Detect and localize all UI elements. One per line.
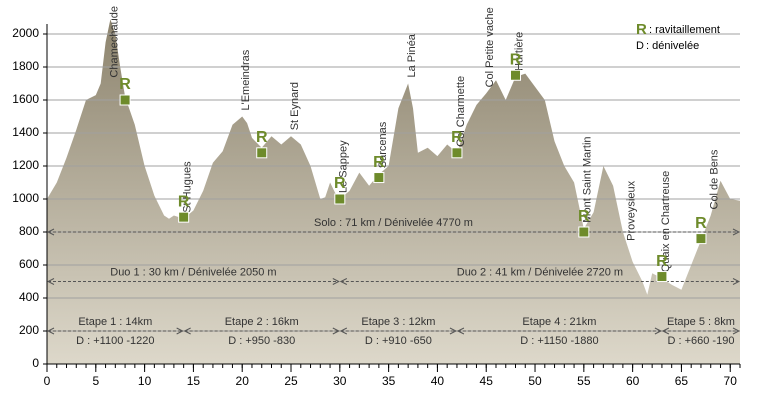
supply-label: R [334, 175, 346, 192]
y-tick-label: 0 [32, 356, 39, 370]
place-label: Proveysieux [626, 180, 638, 240]
place-label: Sarcenas [377, 121, 389, 168]
elevation-area [47, 19, 740, 364]
legend-symbol: D [636, 40, 644, 52]
y-tick-label: 1600 [12, 92, 39, 106]
x-tick-label: 55 [577, 374, 591, 388]
range-label: Etape 4 : 21km [522, 316, 596, 328]
x-tick-label: 45 [480, 374, 494, 388]
place-label: Quaix en Chartreuse [660, 171, 672, 273]
place-label: L'Emeindras [240, 49, 252, 110]
supply-label: R [178, 193, 190, 210]
range-label: Duo 2 : 41 km / Dénivelée 2720 m [457, 266, 623, 278]
supply-marker [256, 147, 268, 159]
place-label: Hurtière [513, 32, 525, 71]
y-tick-label: 600 [19, 257, 39, 271]
range-label: Etape 2 : 16km [225, 316, 299, 328]
range-label: Duo 1 : 30 km / Dénivelée 2050 m [110, 266, 276, 278]
x-tick-label: 50 [528, 374, 542, 388]
place-label: Col de Bens [709, 149, 721, 209]
x-tick-label: 15 [187, 374, 201, 388]
supply-marker [656, 271, 668, 283]
range-label: Etape 5 : 8km [667, 316, 735, 328]
y-tick-label: 1200 [12, 158, 39, 172]
legend-text: : dénivelée [646, 40, 699, 52]
x-tick-label: 40 [431, 374, 445, 388]
place-label: St Eynard [289, 82, 301, 130]
legend-symbol: R [636, 21, 647, 38]
y-tick-label: 400 [19, 290, 39, 304]
place-label: Col Charmette [455, 76, 467, 147]
y-tick-label: 800 [19, 224, 39, 238]
supply-label: R [256, 129, 268, 146]
x-tick-label: 20 [236, 374, 250, 388]
range-label: D : +1150 -1880 [520, 335, 598, 347]
x-tick-label: 25 [284, 374, 298, 388]
x-tick-label: 10 [138, 374, 152, 388]
y-tick-label: 200 [19, 323, 39, 337]
y-tick-label: 1000 [12, 191, 39, 205]
y-tick-label: 1800 [12, 59, 39, 73]
range-label: D : +1100 -1220 [76, 335, 154, 347]
legend-text: : ravitaillement [649, 24, 720, 36]
supply-marker [334, 193, 346, 205]
supply-label: R [656, 253, 668, 270]
y-tick-label: 2000 [12, 26, 39, 40]
x-tick-label: 0 [44, 374, 51, 388]
range-label: D : +660 -190 [667, 335, 734, 347]
supply-marker [578, 226, 590, 238]
range-label: Etape 1 : 14km [78, 316, 152, 328]
supply-marker [373, 172, 385, 184]
place-label: Chamechaude [108, 6, 120, 78]
place-label: La Pinéa [406, 33, 418, 77]
range-label: D : +950 -830 [228, 335, 295, 347]
place-label: St Hugues [182, 161, 194, 213]
range-label: D : +910 -650 [365, 335, 432, 347]
x-tick-label: 65 [675, 374, 689, 388]
x-tick-label: 30 [333, 374, 347, 388]
range-label: Solo : 71 km / Dénivelée 4770 m [314, 217, 473, 229]
supply-label: R [373, 154, 385, 171]
supply-label: R [578, 208, 590, 225]
place-label: Col Petite vache [484, 7, 496, 87]
place-label: Le Sappey [338, 140, 350, 193]
x-tick-label: 35 [382, 374, 396, 388]
range-label: Etape 3 : 12km [361, 316, 435, 328]
supply-marker [119, 94, 131, 106]
supply-label: R [119, 76, 131, 93]
supply-label: R [451, 129, 463, 146]
supply-marker [695, 233, 707, 245]
x-tick-label: 70 [724, 374, 738, 388]
supply-marker [451, 147, 463, 159]
y-tick-label: 1400 [12, 125, 39, 139]
supply-label: R [510, 51, 522, 68]
supply-marker [178, 211, 190, 223]
x-tick-label: 60 [626, 374, 640, 388]
place-label: Mont Saint Martin [582, 136, 594, 222]
x-tick-label: 5 [92, 374, 99, 388]
supply-label: R [695, 215, 707, 232]
supply-marker [510, 69, 522, 81]
